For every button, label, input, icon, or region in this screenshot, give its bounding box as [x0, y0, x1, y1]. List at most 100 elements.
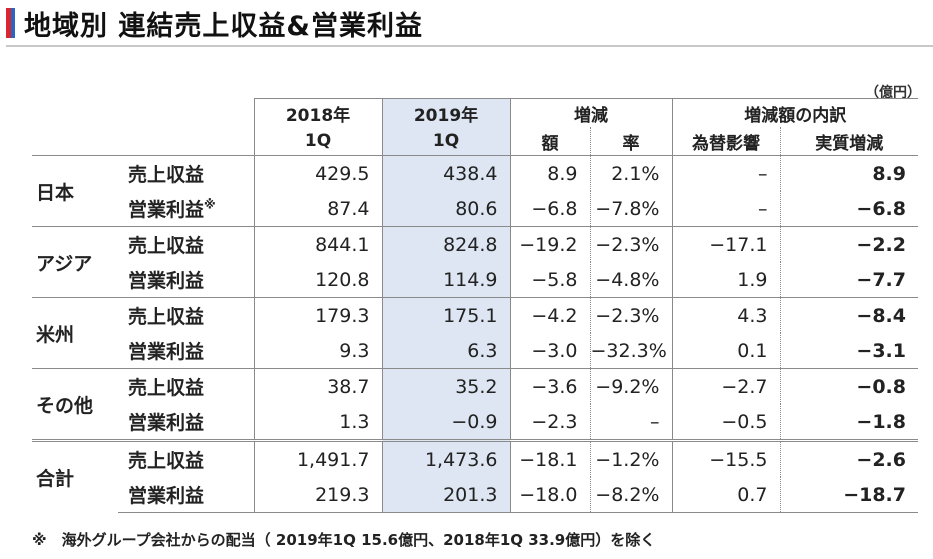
- table-row: 営業利益 120.8 114.9 −5.8 −4.8% 1.9 −7.7: [32, 262, 918, 298]
- header-fx-impact: 為替影響: [671, 127, 780, 156]
- title-accent-bar-blue: [11, 8, 15, 38]
- fx-impact: −15.5: [671, 439, 780, 477]
- value-2019: 824.8: [381, 226, 510, 262]
- metric-name: 営業利益: [128, 412, 205, 434]
- metric-label: 売上収益: [118, 368, 254, 404]
- header-breakdown: 増減額の内訳: [671, 98, 918, 127]
- change-amount: −3.0: [509, 333, 590, 369]
- real-change: −1.8: [779, 404, 918, 441]
- real-change: −2.6: [779, 439, 918, 477]
- region-name: 合計: [32, 439, 118, 513]
- value-2018: 429.5: [253, 155, 382, 191]
- value-2019: 114.9: [381, 262, 510, 298]
- change-rate: −1.2%: [589, 439, 672, 477]
- real-change: −2.2: [779, 226, 918, 262]
- value-2018: 219.3: [253, 477, 382, 513]
- value-2018: 179.3: [253, 297, 382, 333]
- fx-impact: 0.1: [671, 333, 780, 369]
- value-2018: 38.7: [253, 368, 382, 404]
- table-row: 営業利益※ 87.4 80.6 −6.8 −7.8% – −6.8: [32, 191, 918, 227]
- value-2018: 9.3: [253, 333, 382, 369]
- metric-label: 売上収益: [118, 226, 254, 262]
- region-name: その他: [32, 368, 118, 441]
- value-2018-text: 844.1: [315, 233, 370, 256]
- table-row: 日本 売上収益 429.5 438.4 8.9 2.1% –8.9: [32, 155, 918, 227]
- metric-name: 売上収益: [128, 164, 205, 186]
- change-amount: −3.6: [509, 368, 590, 404]
- fx-impact: 1.9: [671, 262, 780, 298]
- metric-name: 営業利益: [128, 270, 205, 292]
- metric-name: 営業利益: [128, 341, 205, 363]
- fx-impact: –: [671, 155, 780, 191]
- metric-name: 営業利益: [128, 199, 205, 221]
- value-2019: −0.9: [381, 404, 510, 441]
- value-2019: 1,473.6: [381, 439, 510, 477]
- value-2018-text: 87.4: [327, 197, 370, 220]
- value-2018-text: 179.3: [315, 304, 370, 327]
- change-rate: 2.1%: [589, 155, 672, 191]
- change-amount: −18.1: [509, 439, 590, 477]
- metric-label: 営業利益※: [118, 191, 254, 227]
- unit-label: （億円）: [865, 85, 921, 101]
- metric-name: 売上収益: [128, 306, 205, 328]
- value-2019: 201.3: [381, 477, 510, 513]
- fx-impact: −0.5: [671, 404, 780, 441]
- fx-impact: 0.7: [671, 477, 780, 513]
- metric-label: 営業利益: [118, 477, 254, 513]
- region-name: 米州: [32, 297, 118, 369]
- header-real-change: 実質増減: [779, 127, 918, 156]
- metric-name: 売上収益: [128, 450, 205, 472]
- metric-label: 売上収益: [118, 439, 254, 477]
- title-bar: 地域別 連結売上収益&営業利益: [0, 0, 933, 47]
- table-row: 米州 売上収益 179.3 175.1 −4.2 −2.3% 4.3 −8.4: [32, 297, 918, 369]
- change-rate: −7.8%: [589, 191, 672, 227]
- value-2018: 120.8: [253, 262, 382, 298]
- real-change: −3.1: [779, 333, 918, 369]
- header-change-amount: 額: [509, 127, 590, 156]
- header-2019-year: 2019年: [381, 98, 510, 127]
- title-accent-bar: [6, 8, 11, 38]
- region-name: アジア: [32, 226, 118, 298]
- fx-impact: −2.7: [671, 368, 780, 404]
- change-amount: 8.9: [509, 155, 590, 191]
- metric-label: 売上収益: [118, 297, 254, 333]
- value-2019: 35.2: [381, 368, 510, 404]
- value-2018-text: 429.5: [315, 162, 370, 185]
- value-2019: 6.3: [381, 333, 510, 369]
- fx-impact: 4.3: [671, 297, 780, 333]
- value-2019: 80.6: [381, 191, 510, 227]
- region-name: 日本: [32, 155, 118, 227]
- header-2019-quarter: 1Q: [381, 127, 510, 156]
- value-2018-text: 38.7: [327, 375, 370, 398]
- table-row: アジア 売上収益 844.1 824.8 −19.2 −2.3% −17.1 −2.2: [32, 226, 918, 298]
- change-amount: −5.8: [509, 262, 590, 298]
- change-rate: −2.3%: [589, 297, 672, 333]
- change-rate: −4.8%: [589, 262, 672, 298]
- change-amount: −19.2: [509, 226, 590, 262]
- header-change-rate: 率: [589, 127, 672, 156]
- table-row: 営業利益 219.3 201.3 −18.0 −8.2% 0.7 −18.7: [32, 477, 918, 513]
- change-rate: −32.3%: [589, 333, 672, 369]
- value-2018: 1,491.7: [253, 439, 382, 477]
- metric-name: 売上収益: [128, 235, 205, 257]
- title-divider: [6, 45, 933, 47]
- change-amount: −2.3: [509, 404, 590, 441]
- metric-note-mark: ※: [204, 197, 216, 212]
- table-row: その他 売上収益 38.7 35.2 −3.6 −9.2% −2.7 −0.8: [32, 368, 918, 441]
- metric-label: 営業利益: [118, 404, 254, 441]
- value-2019: 175.1: [381, 297, 510, 333]
- change-rate: –: [589, 404, 672, 441]
- value-2019: 438.4: [381, 155, 510, 191]
- regional-results-table: 2018年 2019年 増減 増減額の内訳 1Q 1Q 額 率 為替影響 実質増…: [32, 98, 918, 513]
- value-2018: 844.1: [253, 226, 382, 262]
- change-rate: −9.2%: [589, 368, 672, 404]
- value-2018-text: 1.3: [339, 410, 370, 433]
- value-2018-text: 120.8: [315, 268, 370, 291]
- real-change: −8.4: [779, 297, 918, 333]
- change-amount: −6.8: [509, 191, 590, 227]
- real-change: 8.9: [779, 155, 918, 191]
- table-row: 営業利益 1.3 −0.9 −2.3– −0.5 −1.8: [32, 404, 918, 441]
- metric-name: 売上収益: [128, 377, 205, 399]
- value-2018-text: 219.3: [315, 483, 370, 506]
- metric-label: 営業利益: [118, 262, 254, 298]
